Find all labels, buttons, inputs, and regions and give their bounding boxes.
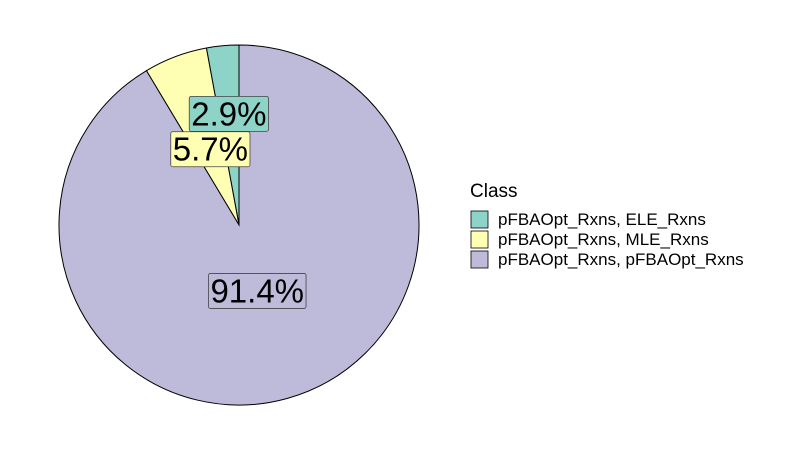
legend-label: pFBAOpt_Rxns, ELE_Rxns	[498, 210, 706, 229]
data-label-box	[170, 131, 251, 168]
data-label-text: 5.7%	[173, 131, 248, 168]
legend-item-pfbaopt-rxns-pfbaopt-rxns: pFBAOpt_Rxns, pFBAOpt_Rxns	[470, 250, 744, 269]
data-label-pfbaopt-rxns-pfbaopt-rxns: 91.4%	[208, 272, 307, 309]
legend: Class pFBAOpt_Rxns, ELE_RxnspFBAOpt_Rxns…	[470, 181, 744, 269]
data-label-pfbaopt-rxns-ele-rxns: 2.9%	[188, 95, 269, 132]
pie-slice-pfbaopt-rxns-pfbaopt-rxns	[58, 44, 420, 406]
legend-item-pfbaopt-rxns-mle-rxns: pFBAOpt_Rxns, MLE_Rxns	[470, 230, 709, 249]
legend-title: Class	[470, 181, 518, 202]
legend-label: pFBAOpt_Rxns, MLE_Rxns	[498, 230, 709, 249]
legend-item-pfbaopt-rxns-ele-rxns: pFBAOpt_Rxns, ELE_Rxns	[470, 210, 706, 229]
data-label-text: 2.9%	[191, 95, 266, 132]
data-label-pfbaopt-rxns-mle-rxns: 5.7%	[170, 131, 251, 168]
legend-label: pFBAOpt_Rxns, pFBAOpt_Rxns	[498, 250, 744, 269]
pie-data-labels: 2.9%5.7% 91.4%	[170, 95, 307, 309]
data-label-text: 91.4%	[210, 272, 304, 309]
legend-swatch	[470, 210, 489, 229]
data-label-box	[208, 273, 307, 309]
legend-swatch	[470, 230, 489, 249]
legend-swatch	[470, 250, 489, 269]
